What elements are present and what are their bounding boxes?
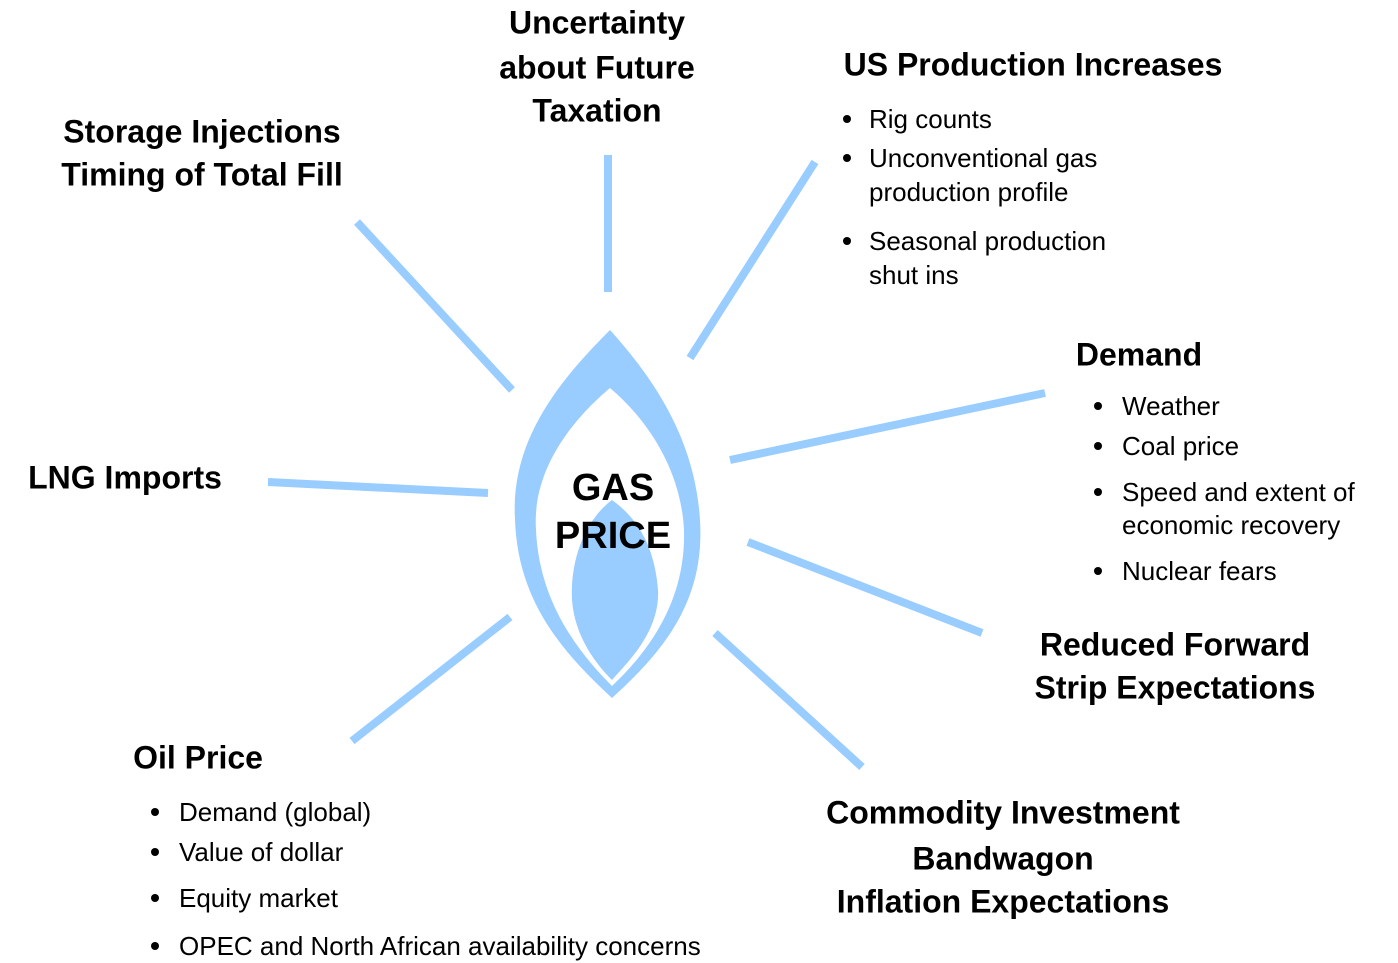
factor-title: Strip Expectations	[1035, 669, 1316, 705]
bullet-dot	[151, 942, 159, 950]
ray	[352, 617, 510, 741]
bullet-text: shut ins	[869, 260, 959, 290]
center-label: GAS	[572, 467, 654, 509]
bullet-text: Unconventional gas	[869, 143, 1097, 173]
bullet-text: Equity market	[179, 883, 339, 913]
factor-title: Timing of Total Fill	[61, 156, 342, 192]
bullet-text: Rig counts	[869, 104, 992, 134]
bullet-text: Coal price	[1122, 431, 1239, 461]
ray	[730, 393, 1045, 460]
bullet-dot	[843, 154, 851, 162]
factor-title: about Future	[499, 49, 695, 85]
bullet-dot	[843, 115, 851, 123]
bullet-text: Value of dollar	[179, 837, 344, 867]
factor-title: Uncertainty	[509, 4, 685, 40]
factor-title: Bandwagon	[912, 840, 1093, 876]
ray	[268, 482, 488, 493]
bullet-dot	[151, 894, 159, 902]
diagram: GAS PRICE Uncertainty about Future Taxation U…	[0, 0, 1398, 963]
factor-title: Demand	[1076, 336, 1202, 372]
factor-title: Reduced Forward	[1040, 626, 1310, 662]
ray	[357, 222, 512, 390]
bullet-text: Weather	[1122, 391, 1220, 421]
center-label: PRICE	[555, 515, 671, 557]
factor-title: US Production Increases	[844, 46, 1223, 82]
bullet-dot	[1094, 402, 1102, 410]
ray	[690, 162, 815, 358]
factor-title: LNG Imports	[28, 459, 222, 495]
bullet-dot	[151, 808, 159, 816]
flame	[515, 330, 701, 698]
factor-title: Oil Price	[133, 739, 263, 775]
ray	[748, 542, 982, 633]
bullet-dot	[1094, 442, 1102, 450]
bullet-text: Speed and extent of	[1122, 477, 1356, 507]
bullet-dot	[843, 237, 851, 245]
bullet-text: OPEC and North African availability conc…	[179, 931, 701, 961]
bullet-text: economic recovery	[1122, 510, 1340, 540]
bullet-text: production profile	[869, 177, 1068, 207]
factor-title: Taxation	[532, 92, 661, 128]
bullet-text: Nuclear fears	[1122, 556, 1277, 586]
bullet-text: Seasonal production	[869, 226, 1106, 256]
bullet-dot	[1094, 488, 1102, 496]
bullet-text: Demand (global)	[179, 797, 371, 827]
ray	[715, 633, 862, 767]
factor-title: Commodity Investment	[826, 794, 1180, 830]
factor-title: Storage Injections	[63, 113, 340, 149]
bullet-dot	[151, 848, 159, 856]
factor-title: Inflation Expectations	[837, 883, 1169, 919]
bullet-dot	[1094, 567, 1102, 575]
